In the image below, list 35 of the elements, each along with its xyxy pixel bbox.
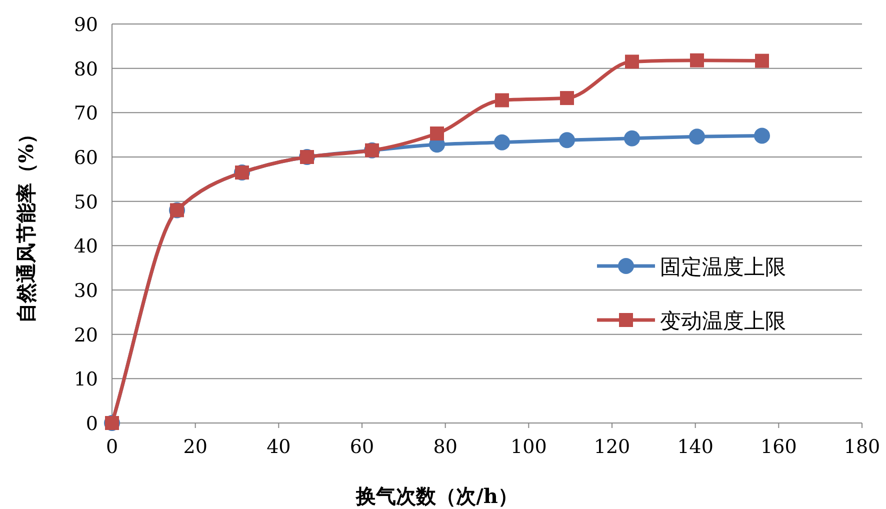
y-tick-label: 10 — [74, 368, 98, 391]
point — [495, 93, 509, 108]
y-tick-label: 40 — [74, 236, 98, 258]
legend-label: 固定温度上限 — [660, 255, 786, 279]
y-tick-label: 50 — [74, 191, 98, 214]
point — [755, 54, 769, 68]
point — [690, 53, 704, 68]
y-tick-label: 30 — [74, 280, 98, 302]
point — [494, 134, 510, 150]
y-tick-label: 70 — [74, 102, 98, 125]
x-tick-label: 160 — [760, 436, 797, 458]
x-tick-label: 0 — [106, 436, 118, 458]
y-tick-label: 20 — [74, 324, 98, 346]
point — [625, 54, 639, 69]
x-tick-label: 140 — [677, 436, 714, 458]
x-tick-label: 100 — [510, 436, 547, 458]
point — [689, 128, 705, 145]
x-tick-label: 180 — [844, 436, 880, 458]
x-tick-label: 60 — [350, 436, 374, 458]
y-axis-title: 自然通风节能率（%） — [14, 124, 38, 324]
point — [754, 128, 770, 144]
x-tick-label: 80 — [433, 436, 458, 458]
point — [559, 132, 575, 148]
y-tick-label: 80 — [74, 58, 98, 80]
legend-label: 变动温度上限 — [660, 309, 786, 333]
x-tick-label: 40 — [266, 436, 291, 458]
y-tick-label: 0 — [86, 413, 98, 435]
x-tick-label: 120 — [594, 436, 630, 458]
y-tick-label: 60 — [74, 147, 98, 169]
x-axis-title: 换气次数（次/h） — [355, 484, 518, 508]
point — [624, 130, 640, 146]
point — [560, 91, 574, 106]
x-tick-label: 20 — [183, 436, 208, 458]
y-tick-label: 90 — [74, 14, 98, 36]
point — [430, 126, 444, 141]
